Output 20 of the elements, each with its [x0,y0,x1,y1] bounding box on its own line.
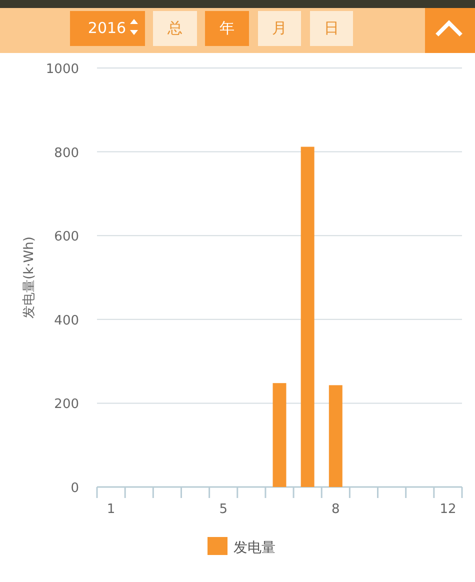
text: 总 [166,19,182,37]
bar [300,146,314,487]
bar [328,385,342,487]
x-tick-label: 5 [219,502,228,517]
y-axis-title: 发电量(k·Wh) [22,236,37,318]
y-tick-label: 400 [54,313,79,328]
x-tick-label: 8 [332,502,340,517]
text: 日 [324,19,339,37]
legend-label: 发电量 [234,540,276,556]
y-tick-label: 200 [54,397,79,412]
x-tick-label: 1 [106,502,116,517]
x-tick-label: 12 [440,502,456,517]
bar [272,383,286,487]
text: 年 [220,19,234,37]
text: 2016 [88,19,126,37]
y-tick-label: 0 [70,481,79,496]
text: 月 [272,19,287,37]
y-tick-label: 1000 [46,62,79,77]
y-tick-label: 600 [54,230,79,245]
y-tick-label: 800 [54,146,79,161]
